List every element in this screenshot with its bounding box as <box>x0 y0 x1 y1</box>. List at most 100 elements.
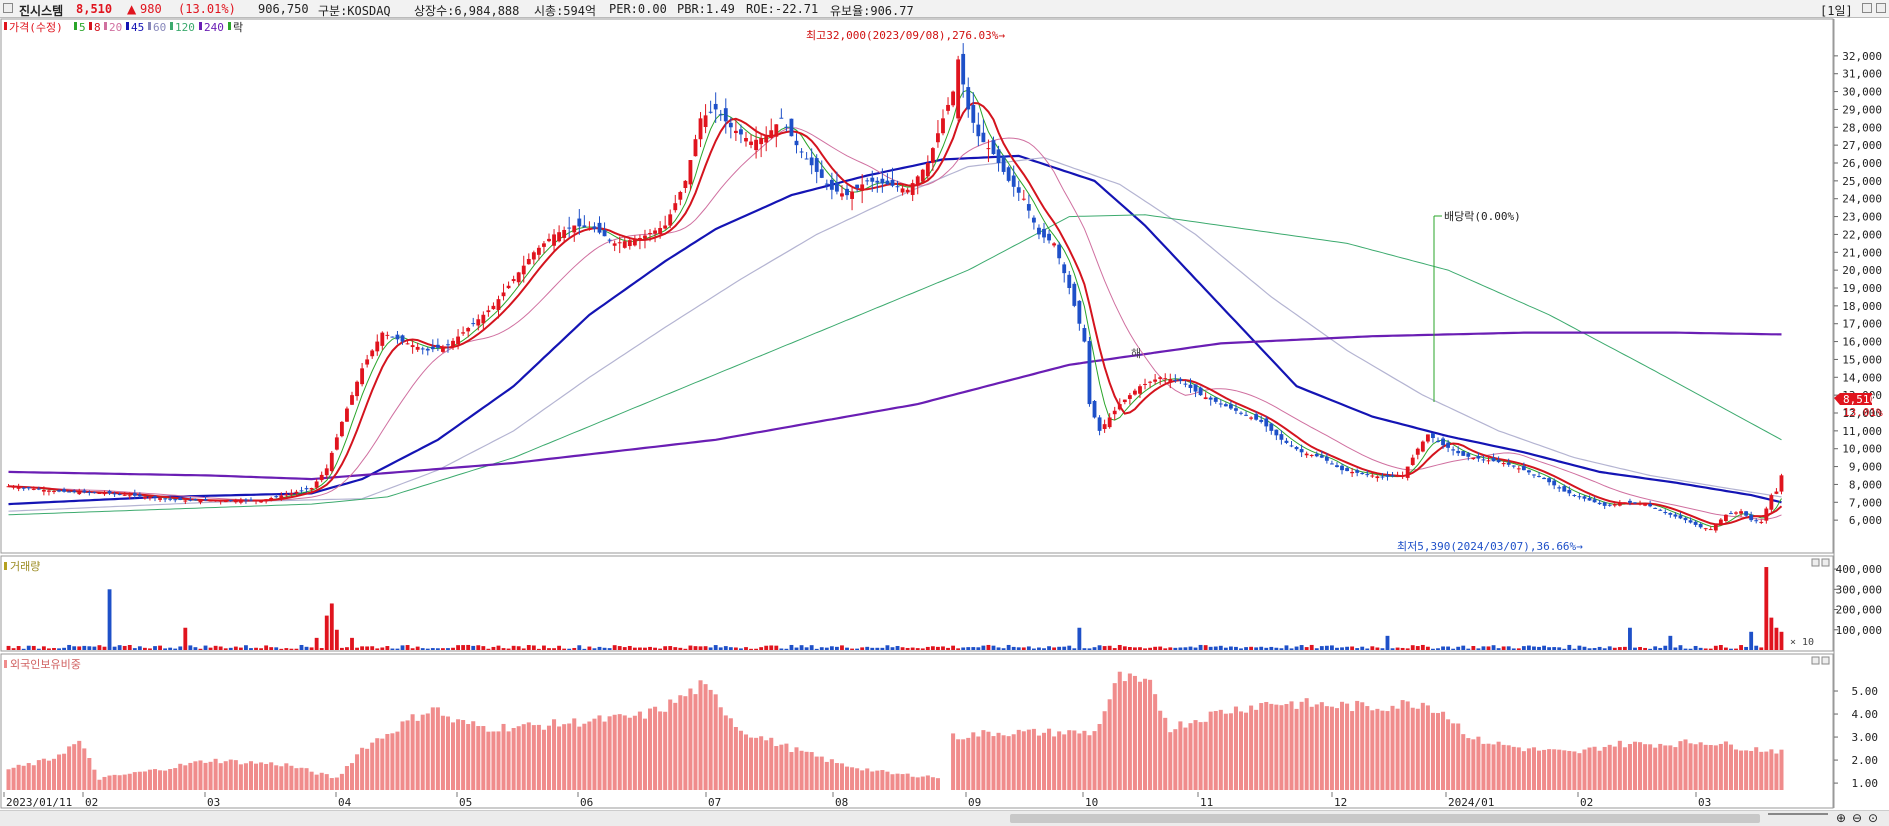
foreign-ownership-bar <box>1249 705 1254 790</box>
candle-body <box>1370 475 1375 477</box>
volume-bar <box>1112 648 1117 650</box>
candle-body <box>1617 503 1622 506</box>
window-menu-icon[interactable] <box>3 3 13 13</box>
foreign-ownership-bar <box>1016 729 1021 790</box>
candle-body <box>1077 300 1082 324</box>
volume-bar <box>1643 647 1648 650</box>
volume-bar <box>764 645 769 650</box>
foreign-ownership-bar <box>1486 743 1491 790</box>
zoom-in-icon[interactable]: ⊕ <box>1836 811 1847 825</box>
foreign-ownership-bar <box>1143 678 1148 790</box>
volume-bar <box>218 646 223 650</box>
candle-body <box>1678 515 1683 519</box>
foreign-ownership-bar <box>1244 712 1249 790</box>
candle-body <box>1067 274 1072 288</box>
volume-bar <box>536 648 541 650</box>
volume-bar <box>1107 645 1112 650</box>
candle-body <box>1360 473 1365 475</box>
foreign-ownership-bar <box>1678 741 1683 790</box>
candle-body <box>1496 459 1501 463</box>
volume-bar <box>1031 648 1036 650</box>
candle-body <box>744 138 748 142</box>
scrollbar-thumb[interactable] <box>1010 814 1760 823</box>
volume-panel-maximize-icon[interactable] <box>1811 558 1820 567</box>
volume-bar <box>395 648 400 650</box>
volume-bar <box>173 648 178 650</box>
volume-bar <box>582 648 587 650</box>
foreign-ownership-bar <box>82 748 87 790</box>
volume-bar <box>1047 646 1051 650</box>
foreign-ownership-bar <box>1496 741 1501 790</box>
price-axis-label: 20,000 <box>1842 264 1882 277</box>
stock-chart[interactable]: 32,000 31,000 30,000 29,000 28,000 27,000 26,0… <box>0 18 1889 810</box>
foreign-ownership-bar <box>16 764 21 790</box>
candle-body <box>1723 514 1728 521</box>
foreign-ownership-bar <box>769 737 774 790</box>
period-selector[interactable]: [1일] <box>1820 4 1853 18</box>
foreign-ownership-bar <box>1345 703 1350 790</box>
foreign-ownership-bar <box>1026 729 1031 790</box>
price-axis-label: 7,000 <box>1849 496 1882 509</box>
volume-bar <box>1739 645 1743 650</box>
foreign-ownership-bar <box>683 696 688 790</box>
foreign-ownership-bar <box>602 721 607 790</box>
volume-bar <box>420 648 425 650</box>
price-axis-label: 25,000 <box>1842 175 1882 188</box>
volume-bar <box>905 647 910 650</box>
foreign-ownership-bar <box>1446 719 1451 790</box>
foreign-ownership-bar <box>1350 711 1355 790</box>
foreign-ownership-bar <box>900 774 905 790</box>
candle-body <box>890 179 895 186</box>
minimize-icon[interactable] <box>1862 3 1872 13</box>
volume-bar <box>461 645 466 650</box>
chart-scrollbar[interactable]: ⊕ ⊖ ⊙ <box>0 810 1889 826</box>
foreign-ownership-bar <box>930 777 935 790</box>
foreign-panel-maximize-icon[interactable] <box>1811 656 1820 665</box>
foreign-panel-close-icon[interactable] <box>1821 656 1830 665</box>
foreign-ownership-bar <box>344 766 349 790</box>
volume-bar <box>1077 627 1082 650</box>
foreign-ownership-bar <box>834 763 839 790</box>
foreign-ownership-bar <box>1673 747 1678 790</box>
volume-bar <box>531 645 536 650</box>
volume-bar <box>784 648 789 650</box>
candle-body <box>1415 448 1420 455</box>
candle-body <box>637 238 642 241</box>
foreign-ownership-bar <box>1456 723 1461 790</box>
zoom-slider[interactable] <box>1768 813 1828 825</box>
candle-body <box>799 151 804 153</box>
volume-bar <box>1405 648 1410 650</box>
foreign-ownership-bar <box>1410 707 1415 790</box>
foreign-ownership-bar <box>208 761 213 790</box>
foreign-ownership-bar <box>1567 750 1572 790</box>
foreign-ownership-bar <box>562 724 567 790</box>
foreign-ownership-bar <box>1072 730 1077 790</box>
candle-body <box>1511 465 1516 467</box>
price-axis-label: 14,000 <box>1842 371 1882 384</box>
foreign-ownership-bar <box>1031 728 1036 790</box>
candle-body <box>718 114 723 116</box>
volume-bar <box>1314 648 1319 650</box>
candle-body <box>1143 383 1147 385</box>
foreign-ownership-bar <box>491 731 496 790</box>
maximize-icon[interactable] <box>1876 3 1886 13</box>
candle-body <box>627 240 632 247</box>
zoom-out-icon[interactable]: ⊖ <box>1852 811 1863 825</box>
volume-panel-close-icon[interactable] <box>1821 558 1830 567</box>
volume-bar <box>304 646 309 650</box>
volume-bar <box>521 648 526 650</box>
candle-body <box>850 191 854 199</box>
foreign-ownership-bar <box>1173 729 1178 790</box>
volume-bar <box>269 647 274 650</box>
volume-bar <box>1678 645 1683 650</box>
volume-bar <box>289 648 294 650</box>
candle-body <box>491 305 496 310</box>
volume-bar <box>249 648 253 650</box>
zoom-reset-icon[interactable]: ⊙ <box>1868 811 1879 825</box>
candle-body <box>1254 414 1259 420</box>
foreign-ownership-bar <box>142 771 147 790</box>
foreign-ownership-bar <box>1097 723 1102 790</box>
candle-body <box>1299 449 1304 453</box>
volume-bar <box>355 647 359 650</box>
foreign-ownership-bar <box>183 765 188 790</box>
